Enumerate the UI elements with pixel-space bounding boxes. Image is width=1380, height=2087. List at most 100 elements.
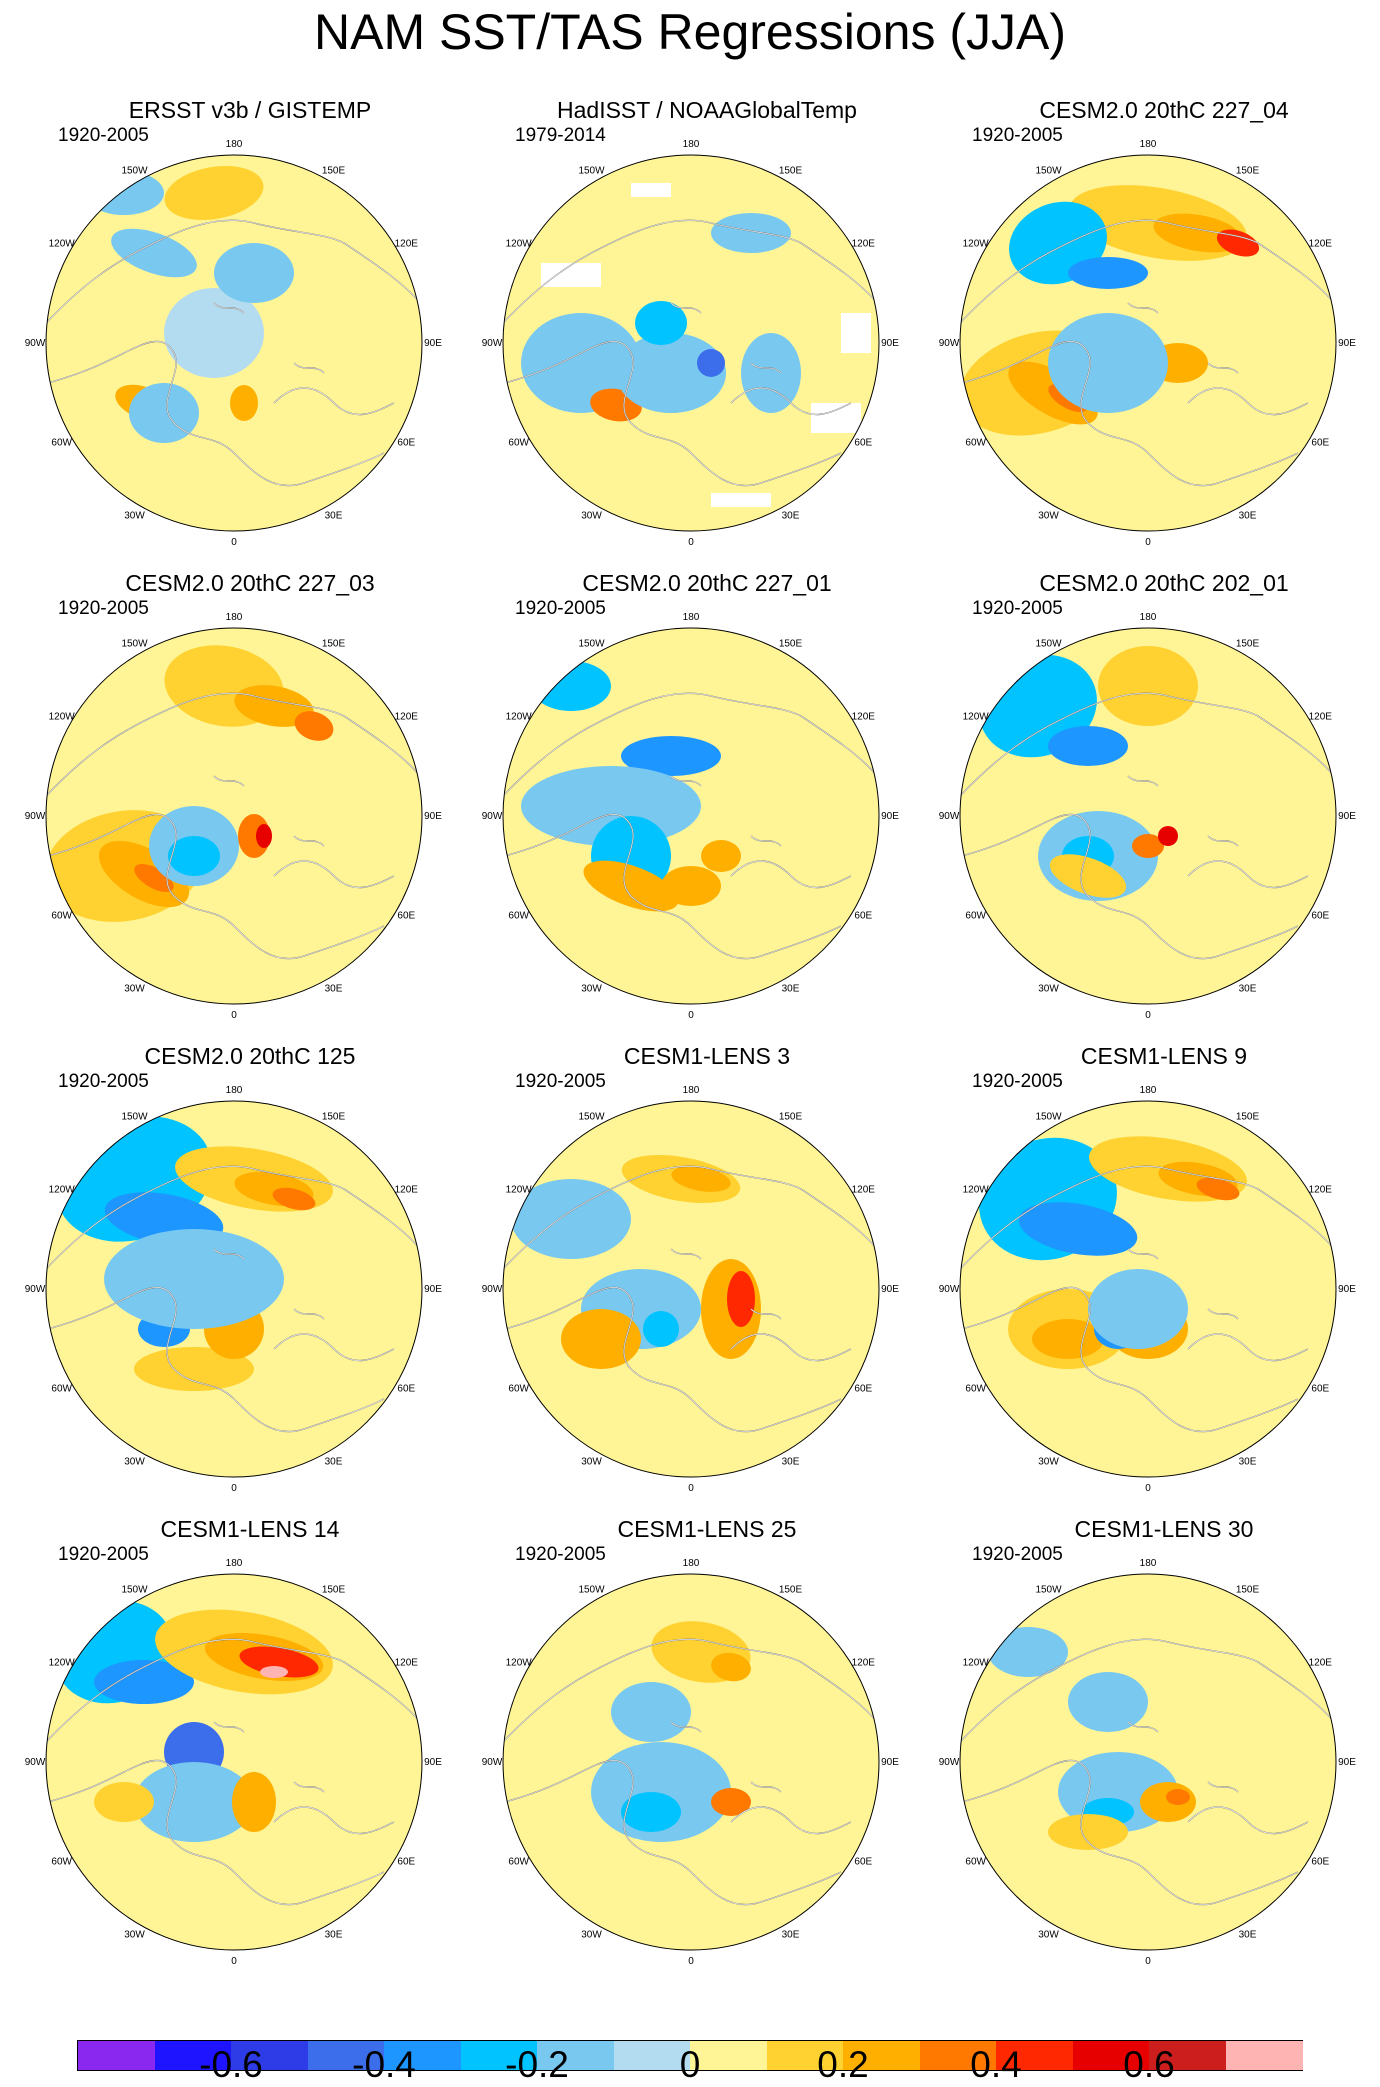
missing-data-area [841, 313, 871, 353]
longitude-label: 120E [852, 712, 876, 723]
anomaly-contour-region [697, 349, 725, 377]
colorbar-box [919, 2041, 997, 2070]
anomaly-contour-region [1196, 1177, 1240, 1201]
longitude-label: 60E [1311, 438, 1329, 449]
anomaly-contour-region [104, 1229, 284, 1329]
coastline-highlight [46, 1639, 421, 1905]
longitude-label: 90W [939, 338, 960, 349]
longitude-label: 30W [1038, 510, 1059, 521]
map-panel: CESM1-LENS 14 180 150E 120E 90E 60E 30E 0 30W 60W… [20, 1514, 480, 1984]
longitude-label: 90E [424, 338, 442, 349]
longitude-label: 180 [226, 139, 243, 150]
period-label: 1920-2005 [515, 598, 606, 619]
longitude-label: 150E [779, 1585, 803, 1596]
longitude-label: 30W [581, 1929, 602, 1940]
longitude-label: 120W [506, 712, 533, 723]
anomaly-contour-region [164, 165, 264, 221]
longitude-label: 30E [782, 1929, 800, 1940]
longitude-label: 120E [1309, 712, 1333, 723]
anomaly-contour-region [711, 1652, 751, 1682]
longitude-label: 30E [1239, 1929, 1257, 1940]
anomaly-contour-region [741, 333, 801, 413]
colorbar-tick-label: -0.6 [199, 2044, 263, 2085]
anomaly-contour-region [272, 1187, 316, 1211]
longitude-label: 30E [325, 510, 343, 521]
colorbar-tick-label: 0 [679, 2044, 701, 2085]
anomaly-contour-region [1048, 1814, 1128, 1850]
longitude-label: 90W [25, 811, 46, 822]
longitude-label: 150W [121, 1585, 148, 1596]
anomaly-contour-region [1048, 726, 1128, 766]
longitude-label: 0 [1145, 1483, 1151, 1494]
anomaly-contour-region [1140, 1782, 1196, 1822]
polar-stereographic-map: 180 150E 120E 90E 60E 30E 0 30W 60W 90W 120W 150W [25, 1558, 443, 1967]
anomaly-contour-region [1049, 854, 1127, 898]
anomaly-contour-region [661, 866, 721, 906]
longitude-label: 120W [49, 1185, 76, 1196]
map-panel: CESM2.0 20thC 202_01 180 150E 120E 90E 60E 30E… [934, 568, 1380, 1038]
longitude-label: 90E [1338, 1757, 1356, 1768]
longitude-label: 120E [395, 1185, 419, 1196]
coastline-highlight [503, 1639, 878, 1905]
coastline-highlight [46, 693, 421, 959]
anomaly-contour-region [239, 1646, 319, 1678]
longitude-label: 150W [1035, 639, 1062, 650]
coastline-highlight [503, 220, 878, 486]
longitude-label: 30W [124, 1929, 145, 1940]
longitude-label: 180 [683, 1085, 700, 1096]
longitude-label: 120E [395, 239, 419, 250]
longitude-label: 120W [963, 1658, 990, 1669]
colorbar-box [78, 2041, 155, 2070]
longitude-label: 150E [322, 166, 346, 177]
longitude-label: 120E [852, 1185, 876, 1196]
map-boundary [45, 1573, 423, 1951]
longitude-label: 90W [939, 1757, 960, 1768]
map-panel: CESM1-LENS 9 180 150E 120E 90E 60E 30E 0 30W 60W 9… [934, 1041, 1380, 1511]
longitude-label: 120W [506, 239, 533, 250]
longitude-label: 180 [683, 1558, 700, 1569]
longitude-label: 150E [779, 639, 803, 650]
colorbar-box [537, 2041, 614, 2070]
longitude-label: 0 [688, 1010, 694, 1021]
longitude-label: 0 [688, 1483, 694, 1494]
longitude-label: 120E [395, 1658, 419, 1669]
period-label: 1920-2005 [972, 598, 1063, 619]
longitude-label: 60E [854, 1384, 872, 1395]
longitude-label: 60W [965, 911, 986, 922]
longitude-label: 60W [51, 1384, 72, 1395]
longitude-label: 60E [1311, 911, 1329, 922]
longitude-label: 60E [397, 1857, 415, 1868]
anomaly-contour-region [616, 333, 726, 413]
map-panel: CESM2.0 20thC 227_04 180 150E 120E 90E 60E 30E… [934, 95, 1380, 565]
longitude-label: 30W [124, 1456, 145, 1467]
longitude-label: 120W [49, 712, 76, 723]
anomaly-contour-region [111, 228, 197, 278]
longitude-label: 120W [49, 239, 76, 250]
map-panel: CESM2.0 20thC 227_03 180 150E 120E 90E 60E 30E… [20, 568, 480, 1038]
panel-title: CESM1-LENS 14 [160, 1516, 340, 1542]
longitude-label: 60W [51, 911, 72, 922]
longitude-label: 120E [1309, 1658, 1333, 1669]
anomaly-contour-region [1132, 834, 1164, 858]
longitude-label: 120E [852, 1658, 876, 1669]
anomaly-contour-region [621, 736, 721, 776]
longitude-label: 180 [1140, 1085, 1157, 1096]
anomaly-contour-region [671, 1166, 731, 1192]
longitude-label: 30E [1239, 983, 1257, 994]
map-boundary [502, 1573, 880, 1951]
longitude-label: 60W [965, 1857, 986, 1868]
longitude-label: 150E [779, 1112, 803, 1123]
longitude-label: 180 [226, 1085, 243, 1096]
longitude-label: 60E [397, 438, 415, 449]
polar-stereographic-map: 180 150E 120E 90E 60E 30E 0 30W 60W 90W 120W 150W [939, 1558, 1357, 1967]
longitude-label: 0 [1145, 537, 1151, 548]
colorbar-box [460, 2041, 538, 2070]
polar-stereographic-map: 180 150E 120E 90E 60E 30E 0 30W 60W 90W 120W 150W [482, 612, 900, 1021]
anomaly-contour-region [232, 1772, 276, 1832]
longitude-label: 150E [1236, 166, 1260, 177]
anomaly-contour-region [129, 383, 199, 443]
longitude-label: 150W [1035, 1585, 1062, 1596]
panel-title: HadISST / NOAAGlobalTemp [557, 97, 857, 123]
anomaly-contour-region [643, 1311, 679, 1347]
longitude-label: 30E [782, 510, 800, 521]
